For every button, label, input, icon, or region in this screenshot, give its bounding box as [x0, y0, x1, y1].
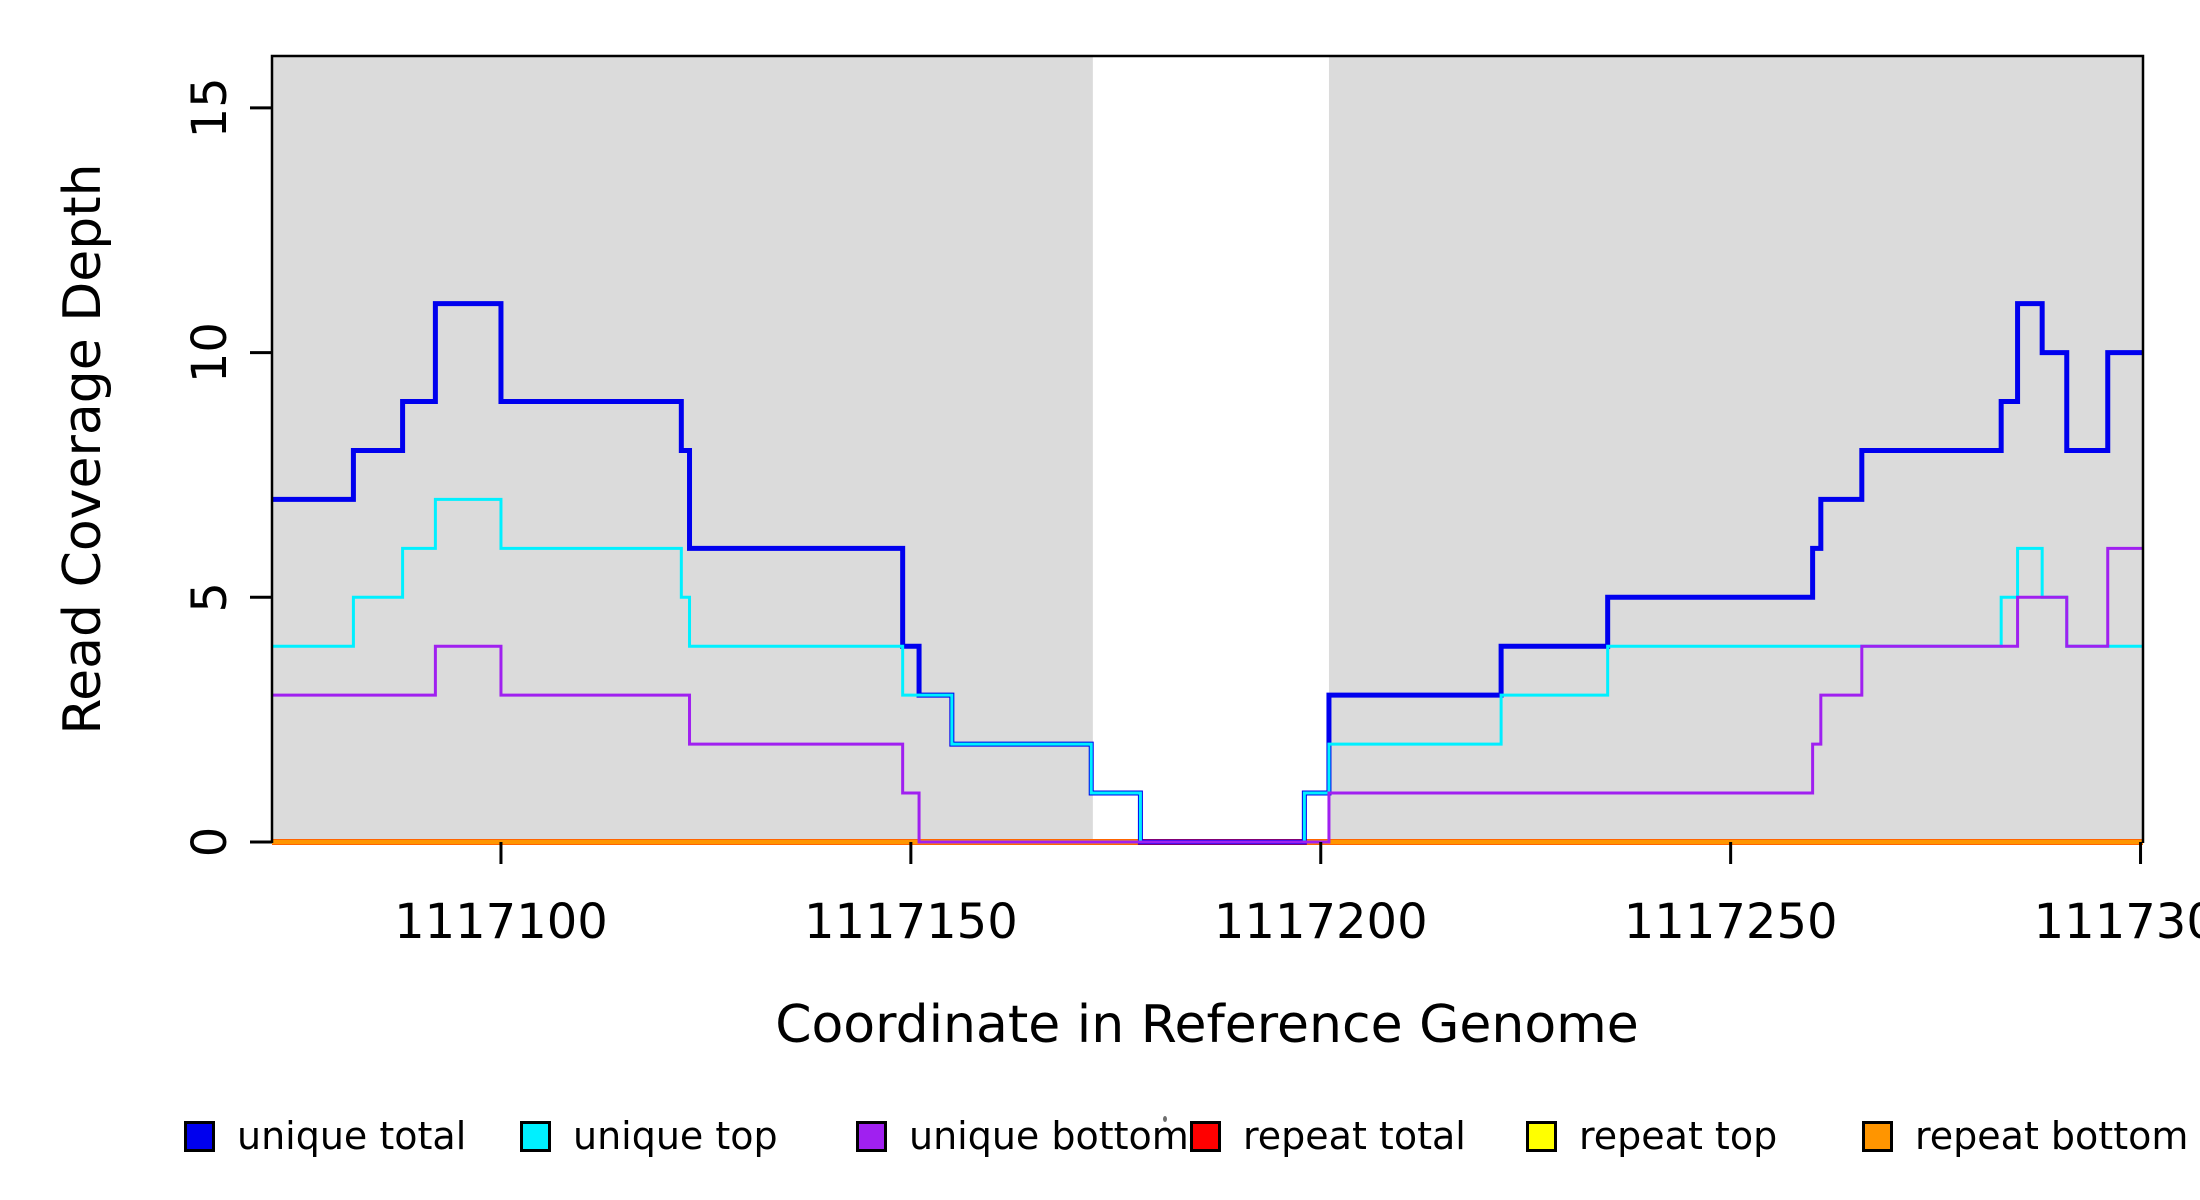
legend-item-unique-total: unique total: [184, 1117, 466, 1155]
legend-item-unique-bottom: unique bottom: [856, 1117, 1189, 1155]
legend-label: repeat bottom: [1915, 1114, 2189, 1158]
legend-label: unique top: [573, 1114, 778, 1158]
legend-item-repeat-bottom: repeat bottom: [1862, 1117, 2188, 1155]
annotation-region: [1328, 56, 2143, 842]
series-unique-bottom: [272, 546, 2143, 844]
x-tick-label: 1117150: [804, 894, 1018, 950]
stray-mark: [1163, 1116, 1167, 1122]
x-tick-label: 1117300: [2034, 894, 2200, 950]
legend-label: repeat top: [1579, 1114, 1778, 1158]
legend-swatch-icon: [184, 1120, 215, 1152]
series-layer: [272, 301, 2143, 845]
y-axis-title: Read Coverage Depth: [53, 163, 113, 734]
legend-swatch-icon: [856, 1120, 887, 1152]
x-tick-label: 1117100: [394, 894, 608, 950]
y-axis: 0 5 10 15: [182, 77, 272, 857]
y-tick-label: 10: [182, 322, 238, 383]
annotation-regions: [272, 56, 2143, 842]
x-axis: 1117100 1117150 1117200 1117250 1117300: [394, 842, 2200, 950]
legend-label: unique bottom: [909, 1114, 1189, 1158]
legend-item-repeat-top: repeat top: [1526, 1117, 1777, 1155]
plot-border-layer: [270, 54, 2145, 843]
y-tick-label: 0: [182, 827, 238, 858]
legend-swatch-icon: [1862, 1120, 1893, 1152]
plot-border: [270, 54, 2145, 843]
y-tick-label: 5: [182, 582, 238, 613]
y-tick-label: 15: [182, 77, 238, 138]
series-unique-top: [272, 497, 2143, 844]
legend-item-repeat-total: repeat total: [1190, 1117, 1466, 1155]
legend-label: repeat total: [1243, 1114, 1466, 1158]
legend-swatch-icon: [520, 1120, 551, 1152]
x-axis-title: Coordinate in Reference Genome: [775, 995, 1639, 1055]
x-tick-label: 1117200: [1214, 894, 1428, 950]
legend-item-unique-top: unique top: [520, 1117, 778, 1155]
legend-swatch-icon: [1526, 1120, 1557, 1152]
x-tick-label: 1117250: [1624, 894, 1838, 950]
legend-label: unique total: [237, 1114, 467, 1158]
legend-swatch-icon: [1190, 1120, 1221, 1152]
